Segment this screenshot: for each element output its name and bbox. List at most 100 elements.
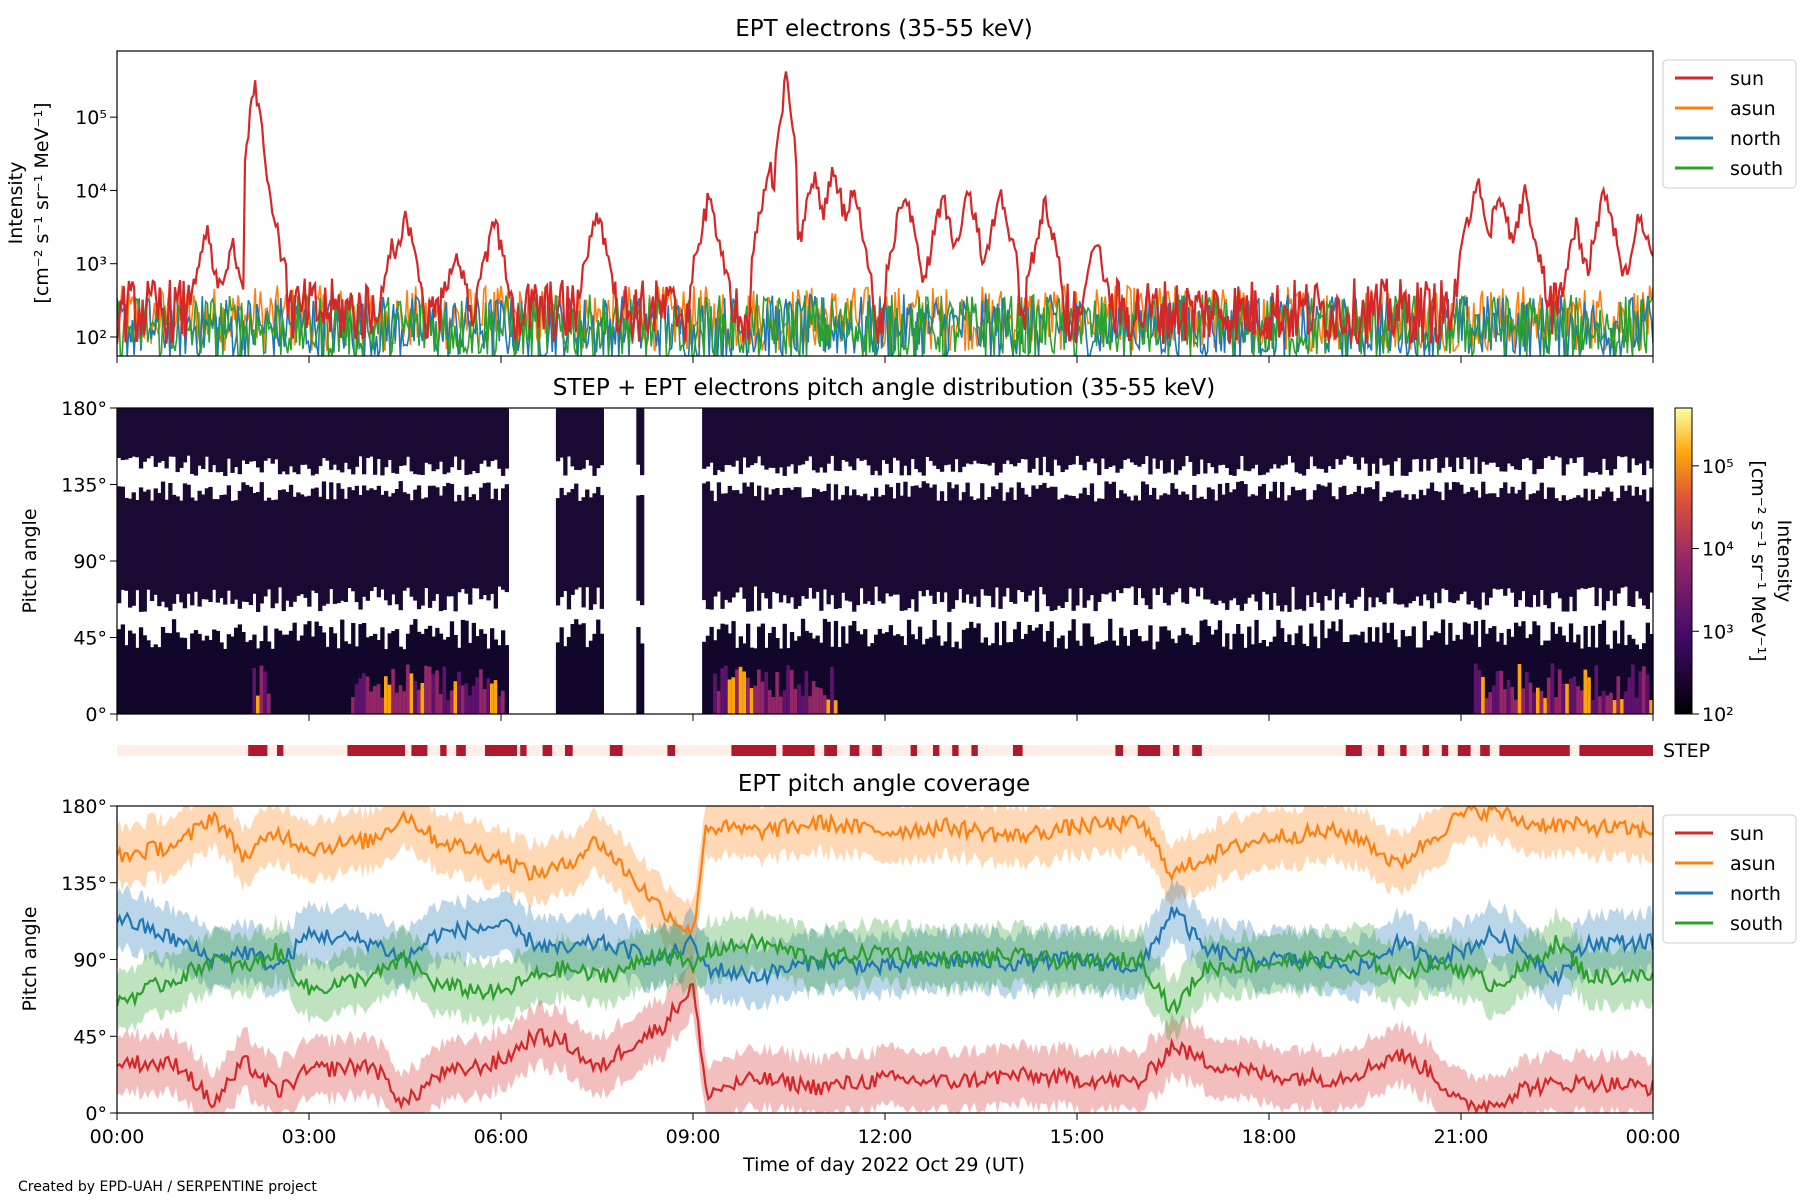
heatmap-cell bbox=[1488, 408, 1493, 463]
heatmap-cell bbox=[592, 408, 597, 476]
heatmap-cell bbox=[1334, 499, 1340, 610]
heatmap-cell bbox=[1364, 408, 1369, 464]
heatmap-cell bbox=[994, 489, 999, 588]
heatmap-cell bbox=[248, 408, 253, 462]
heatmap-cell bbox=[928, 637, 934, 714]
heatmap-cell bbox=[1108, 408, 1113, 467]
heatmap-cell bbox=[263, 625, 268, 714]
heatmap-cell bbox=[146, 489, 151, 590]
heatmap-cell bbox=[124, 497, 129, 591]
heatmap-cell bbox=[925, 408, 930, 457]
panel-coverage-ylabel: Pitch angle bbox=[19, 906, 41, 1011]
heatmap-cell bbox=[373, 489, 378, 587]
heatmap-cell bbox=[391, 493, 396, 595]
heatmap-cell bbox=[1433, 491, 1438, 593]
heatmap-cell bbox=[724, 665, 729, 714]
heatmap-cell bbox=[1206, 408, 1212, 464]
heatmap-cell bbox=[1429, 482, 1435, 609]
heatmap-cell bbox=[1627, 408, 1632, 473]
heatmap-cell bbox=[405, 408, 411, 457]
heatmap-cell bbox=[482, 483, 487, 595]
step-strip: STEP bbox=[117, 740, 1710, 762]
heatmap-cell bbox=[182, 637, 188, 714]
heatmap-cell bbox=[1045, 631, 1051, 714]
heatmap-cell bbox=[727, 485, 732, 603]
heatmap-cell bbox=[1499, 670, 1504, 714]
heatmap-cell bbox=[735, 408, 740, 461]
heatmap-cell bbox=[1539, 691, 1544, 714]
heatmap-cell bbox=[870, 643, 875, 714]
heatmap-cell bbox=[369, 408, 374, 457]
heatmap-cell bbox=[1623, 645, 1628, 714]
heatmap-cell bbox=[303, 624, 308, 714]
heatmap-cell bbox=[486, 678, 491, 714]
panel-intensity-xticks bbox=[116, 356, 1654, 363]
heatmap-cell bbox=[1561, 635, 1566, 714]
heatmap-cell bbox=[358, 624, 363, 714]
heatmap-cell bbox=[866, 646, 871, 714]
heatmap-cell bbox=[804, 670, 809, 714]
heatmap-cell bbox=[914, 639, 919, 714]
heatmap-cell bbox=[1214, 629, 1219, 714]
heatmap-cell bbox=[958, 648, 963, 714]
heatmap-cell bbox=[735, 669, 740, 714]
heatmap-cell bbox=[1609, 491, 1614, 591]
heatmap-cell bbox=[1587, 677, 1592, 714]
heatmap-cell bbox=[1049, 408, 1054, 476]
ytick-label: 180° bbox=[61, 398, 107, 420]
heatmap-cell bbox=[1254, 495, 1259, 602]
heatmap-cell bbox=[1005, 492, 1010, 589]
heatmap-cell bbox=[566, 492, 572, 610]
heatmap-cell bbox=[833, 408, 839, 471]
heatmap-cell bbox=[1210, 489, 1215, 604]
heatmap-cell bbox=[859, 408, 864, 461]
heatmap-cell bbox=[782, 408, 787, 476]
heatmap-cell bbox=[1203, 619, 1208, 714]
heatmap-cell bbox=[369, 488, 374, 591]
heatmap-cell bbox=[1451, 408, 1457, 472]
colorbar-tick-label: 10⁴ bbox=[1702, 539, 1734, 561]
heatmap-cell bbox=[490, 628, 495, 714]
heatmap-cell bbox=[1126, 645, 1131, 714]
heatmap-cell bbox=[438, 633, 444, 714]
heatmap-cell bbox=[976, 408, 981, 464]
heatmap-cell bbox=[1411, 494, 1416, 601]
heatmap-cell bbox=[1386, 491, 1391, 593]
heatmap-cell bbox=[1195, 498, 1201, 597]
heatmap-cell bbox=[771, 489, 776, 592]
legend-coverage-asun-label: asun bbox=[1730, 853, 1776, 875]
heatmap-cell bbox=[197, 633, 202, 714]
colorbar-label-line2: [cm⁻² s⁻¹ sr⁻¹ MeV⁻¹] bbox=[1747, 460, 1769, 661]
heatmap-cell bbox=[914, 408, 919, 469]
heatmap-cell bbox=[636, 627, 641, 714]
heatmap-cell bbox=[321, 481, 327, 606]
heatmap-cell bbox=[1338, 408, 1343, 465]
heatmap-cell bbox=[1228, 492, 1234, 601]
heatmap-cell bbox=[585, 408, 590, 460]
heatmap-cell bbox=[1492, 626, 1497, 714]
heatmap-cell bbox=[446, 482, 451, 597]
heatmap-cell bbox=[713, 408, 718, 476]
heatmap-cell bbox=[1554, 697, 1559, 714]
heatmap-cell bbox=[1053, 408, 1058, 460]
heatmap-cell bbox=[490, 683, 495, 714]
heatmap-cell bbox=[720, 493, 725, 609]
heatmap-cell bbox=[362, 408, 367, 475]
heatmap-cell bbox=[1301, 488, 1307, 611]
heatmap-cell bbox=[1301, 408, 1307, 476]
heatmap-cell bbox=[1612, 630, 1618, 714]
heatmap-cell bbox=[914, 485, 919, 612]
heatmap-cell bbox=[768, 494, 773, 609]
heatmap-cell bbox=[1546, 487, 1552, 609]
heatmap-cell bbox=[1353, 634, 1358, 714]
heatmap-cell bbox=[1294, 633, 1299, 714]
heatmap-cell bbox=[1228, 649, 1234, 714]
heatmap-cell bbox=[1415, 408, 1420, 460]
panel-coverage-xlabel: Time of day 2022 Oct 29 (UT) bbox=[742, 1154, 1025, 1176]
heatmap-cell bbox=[1261, 408, 1266, 475]
heatmap-cell bbox=[1429, 408, 1435, 460]
heatmap-cell bbox=[468, 642, 473, 714]
heatmap-cell bbox=[117, 629, 122, 714]
heatmap-cell bbox=[896, 408, 901, 461]
heatmap-cell bbox=[1192, 644, 1197, 714]
